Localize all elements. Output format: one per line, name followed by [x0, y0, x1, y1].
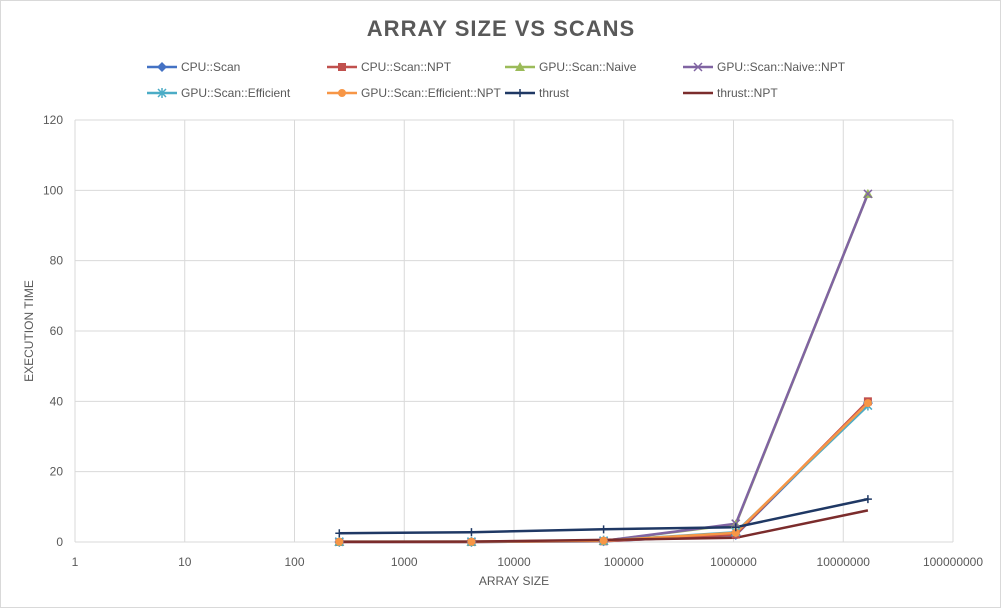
x-tick-label: 100000 [604, 555, 644, 569]
y-axis-tick-labels: 0 20 40 60 80 100 120 [43, 113, 63, 549]
legend-marker [157, 88, 167, 98]
x-tick-label: 1 [72, 555, 79, 569]
legend-label: GPU::Scan::Efficient [181, 86, 291, 100]
x-axis-title: ARRAY SIZE [479, 574, 549, 588]
data-point [599, 525, 608, 534]
x-axis-tick-labels: 1 10 100 1000 10000 100000 1000000 10000000 1000… [72, 555, 984, 569]
legend-label: GPU::Scan::Efficient::NPT [361, 86, 501, 100]
y-tick-label: 0 [56, 535, 63, 549]
data-point [731, 528, 740, 537]
data-point [863, 399, 872, 408]
data-point [467, 537, 476, 546]
legend-marker [157, 62, 167, 72]
data-point [863, 189, 873, 199]
x-tick-label: 100 [284, 555, 304, 569]
series-line-3 [339, 193, 870, 544]
series-line-4 [339, 193, 870, 544]
y-tick-label: 80 [50, 254, 64, 268]
y-tick-label: 120 [43, 113, 63, 127]
chart-title: ARRAY SIZE VS SCANS [367, 16, 635, 41]
series-line-1 [339, 402, 869, 544]
data-point [731, 523, 740, 532]
y-tick-label: 60 [50, 324, 64, 338]
legend-marker [693, 62, 703, 72]
series-lines [339, 193, 870, 544]
legend-label: GPU::Scan::Naive::NPT [717, 60, 846, 74]
legend-marker [338, 89, 346, 97]
legend-label: thrust [539, 86, 570, 100]
x-tick-label: 10 [178, 555, 192, 569]
legend-marker [515, 62, 525, 71]
y-tick-label: 20 [50, 465, 64, 479]
x-tick-label: 1000 [391, 555, 418, 569]
data-point [467, 528, 476, 537]
gridlines [74, 119, 954, 543]
data-point [335, 529, 344, 538]
data-point [335, 537, 344, 546]
y-tick-label: 100 [43, 183, 63, 197]
legend-marker [516, 89, 524, 97]
x-tick-label: 100000000 [923, 555, 983, 569]
legend-label: GPU::Scan::Naive [539, 60, 637, 74]
legend-marker [338, 63, 346, 71]
data-point [599, 536, 608, 545]
x-tick-label: 10000 [497, 555, 531, 569]
x-tick-label: 1000000 [710, 555, 757, 569]
legend: CPU::Scan CPU::Scan::NPT GPU::Scan::Naive G… [147, 60, 846, 100]
y-tick-label: 40 [50, 394, 64, 408]
legend-label: CPU::Scan [181, 60, 240, 74]
series-markers [334, 188, 873, 547]
y-axis-title: EXECUTION TIME [22, 280, 36, 382]
legend-label: CPU::Scan::NPT [361, 60, 452, 74]
legend-label: thrust::NPT [717, 86, 778, 100]
series-line-6 [339, 402, 869, 543]
x-tick-label: 10000000 [817, 555, 871, 569]
data-point [863, 495, 872, 504]
series-line-5 [339, 404, 869, 543]
